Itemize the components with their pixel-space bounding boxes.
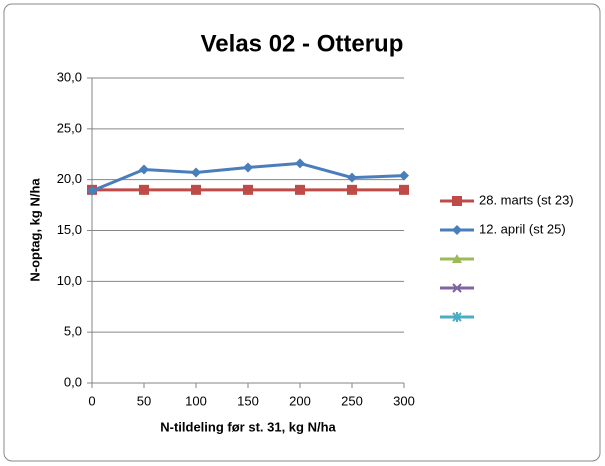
- marker: [399, 170, 409, 181]
- y-axis-label: N-optag, kg N/ha: [27, 178, 42, 282]
- marker: [295, 184, 305, 195]
- x-tick-label: 200: [289, 393, 311, 408]
- marker: [191, 167, 201, 178]
- y-tick-label: 25,0: [57, 120, 82, 135]
- y-tick-label: 20,0: [57, 171, 82, 186]
- x-tick-label: 100: [185, 393, 207, 408]
- x-tick-label: 50: [137, 393, 151, 408]
- y-tick-label: 0,0: [64, 374, 82, 389]
- chart-title: Velas 02 - Otterup: [201, 30, 404, 57]
- y-tick-label: 5,0: [64, 324, 82, 339]
- marker: [243, 184, 253, 195]
- chart-frame: [3, 3, 601, 462]
- x-tick-label: 150: [237, 393, 259, 408]
- marker: [139, 164, 149, 175]
- marker: [87, 185, 97, 196]
- legend-label: 28. marts (st 23): [479, 192, 574, 207]
- marker: [347, 184, 357, 195]
- marker: [243, 162, 253, 173]
- y-tick-label: 15,0: [57, 222, 82, 237]
- marker: [347, 172, 357, 183]
- marker: [399, 184, 409, 195]
- legend-label: 12. april (st 25): [479, 221, 566, 236]
- y-tick-label: 10,0: [57, 273, 82, 288]
- y-tick-label: 30,0: [57, 69, 82, 84]
- marker: [452, 225, 462, 235]
- marker: [452, 283, 462, 293]
- marker: [139, 184, 149, 195]
- x-axis-label: N-tildeling før st. 31, kg N/ha: [160, 419, 336, 434]
- x-tick-label: 300: [393, 393, 415, 408]
- marker: [191, 184, 201, 195]
- x-tick-label: 250: [341, 393, 363, 408]
- marker: [452, 196, 462, 206]
- marker: [452, 254, 462, 263]
- x-tick-label: 0: [88, 393, 95, 408]
- marker: [452, 312, 462, 322]
- marker: [295, 158, 305, 169]
